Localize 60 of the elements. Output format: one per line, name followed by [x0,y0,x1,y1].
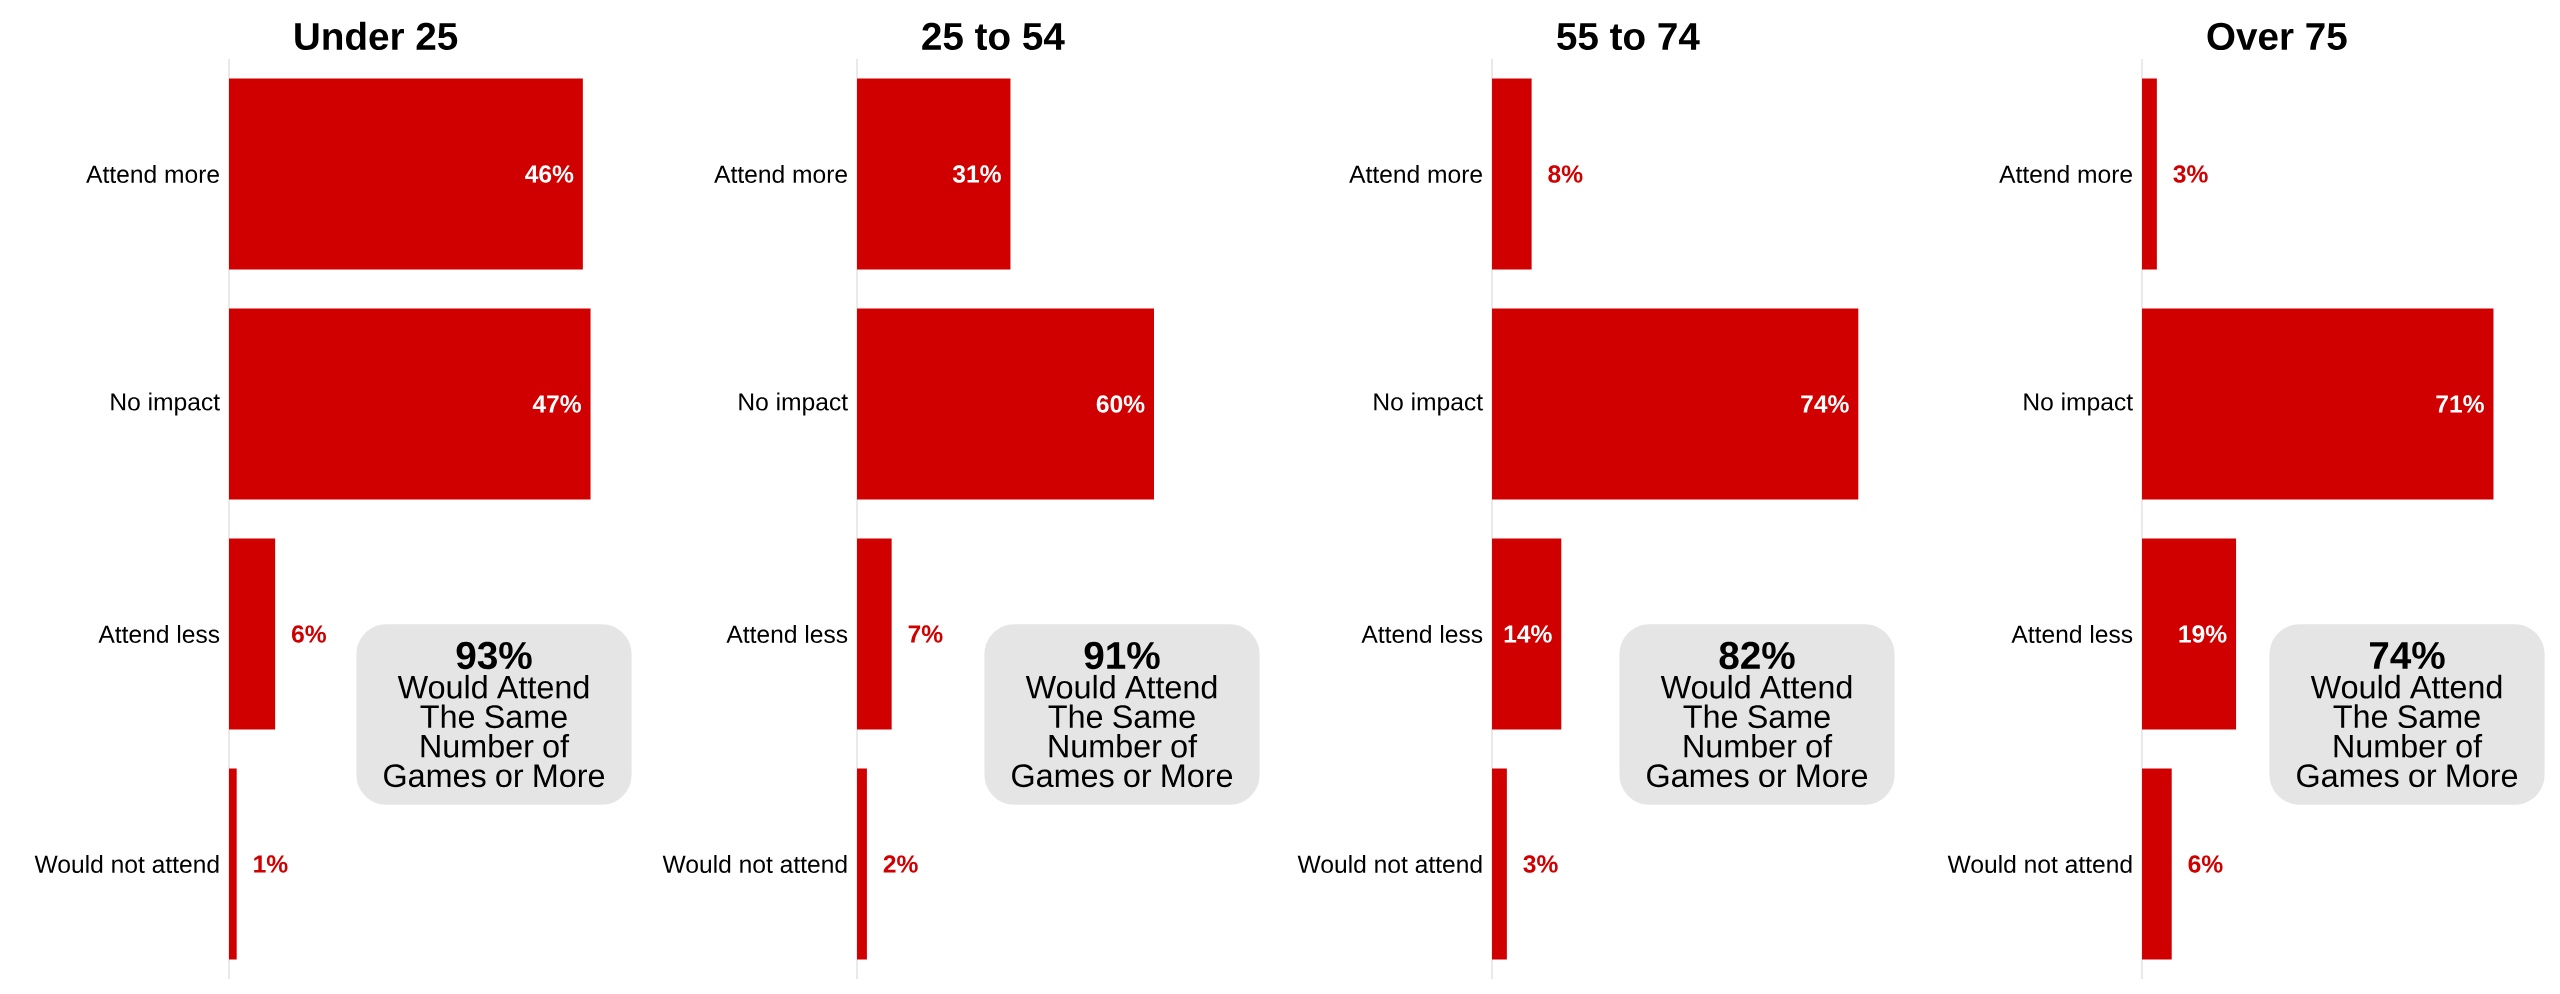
bar [857,308,1155,500]
bar [857,538,892,730]
data-label: 6% [2188,855,2223,873]
bar [229,768,237,960]
y-tick-label: Would not attend [662,854,847,874]
y-tick-label: Attend less [2011,624,2133,644]
y-tick-label: Attend more [86,164,219,184]
y-tick-label: No impact [1374,392,1483,416]
bar [2142,538,2237,730]
data-label: 19% [2179,625,2227,643]
data-label: 2% [883,855,918,873]
data-label: 71% [2436,395,2484,413]
data-label: 74% [1801,395,1849,413]
annotation: Would Attend The Same Number of Games or More [2297,674,2518,788]
annotation: Would Attend The Same Number of Games or More [1012,674,1233,788]
chart-title: 25 to 54 [922,22,1065,51]
annotation: 74% [2369,641,2445,670]
data-label: 60% [1096,395,1145,413]
chart-title: Under 25 [295,21,458,51]
data-label: 7% [908,625,943,643]
bar [857,78,1011,270]
bar [229,308,591,500]
data-label: 46% [525,165,574,183]
y-tick-label: Would not attend [1297,854,1482,874]
data-label: 6% [291,625,326,643]
y-tick-label: Would not attend [1947,854,2132,874]
data-label: 1% [254,855,288,873]
bar [2142,78,2157,270]
data-label: 31% [952,165,1001,183]
y-tick-label: Would not attend [34,854,219,874]
bar [1492,768,1507,960]
y-tick-label: No impact [739,392,848,416]
bar [229,538,276,730]
data-label: 14% [1504,625,1552,643]
data-label: 3% [2173,165,2208,183]
y-tick-label: No impact [111,392,220,416]
bar [1492,78,1532,270]
annotation: Would Attend The Same Number of Games or More [384,674,605,788]
data-label: 8% [1548,165,1583,183]
y-tick-label: Attend less [1361,624,1483,644]
y-tick-label: Attend more [1349,164,1482,184]
bar [1492,308,1859,500]
bar [857,768,867,960]
bar [2142,768,2172,960]
y-tick-label: Attend more [1999,164,2132,184]
y-tick-label: Attend less [726,624,848,644]
data-label: 3% [1523,855,1558,873]
annotation: 82% [1719,641,1795,670]
annotation: 93% [456,641,532,670]
bar [1492,538,1562,730]
bar [229,78,583,270]
annotation: 91% [1084,641,1160,670]
y-tick-label: Attend more [714,164,847,184]
y-tick-label: Attend less [98,624,220,644]
chart-title: Over 75 [2207,22,2347,51]
annotation: Would Attend The Same Number of Games or More [1647,674,1868,788]
chart-title: 55 to 74 [1557,23,1700,51]
bar [2142,308,2494,500]
y-tick-label: No impact [2024,392,2133,416]
data-label: 47% [532,395,581,413]
